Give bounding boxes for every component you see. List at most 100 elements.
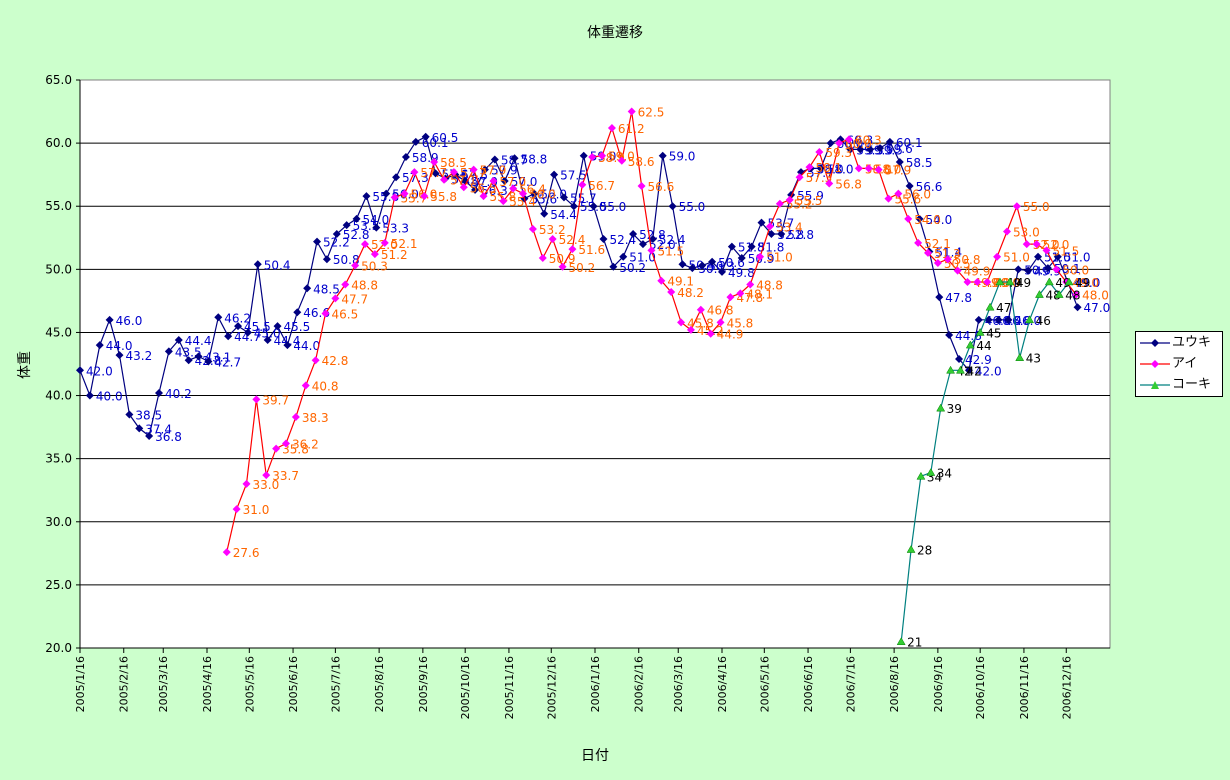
data-point (846, 145, 855, 154)
data-label: 57.1 (450, 174, 477, 188)
data-point (579, 151, 588, 160)
data-label: 61.2 (618, 122, 645, 136)
data-label: 27.6 (233, 546, 260, 560)
data-point (1053, 252, 1062, 261)
data-label: 46 (1036, 314, 1051, 328)
data-point (1004, 315, 1013, 324)
data-point (825, 179, 834, 188)
data-point (105, 315, 114, 324)
data-label: 46.5 (332, 308, 359, 322)
data-label: 52.4 (659, 233, 686, 247)
data-label: 42.9 (965, 353, 992, 367)
data-point (509, 184, 518, 193)
data-point (1005, 277, 1015, 286)
data-point (717, 267, 726, 276)
data-point (667, 288, 676, 297)
data-point (569, 202, 578, 211)
x-tick-label: 2006/3/16 (672, 656, 685, 712)
data-point (410, 168, 419, 177)
data-point (915, 214, 924, 223)
data-point (936, 403, 946, 412)
data-point (696, 305, 705, 314)
data-point (550, 170, 559, 179)
data-point (884, 194, 893, 203)
data-point (994, 315, 1003, 324)
data-point (965, 340, 975, 349)
data-label: 45.5 (244, 320, 271, 334)
data-point (984, 315, 993, 324)
data-point (1044, 277, 1054, 286)
data-label: 47 (996, 301, 1011, 315)
legend-item-yuuki: ユウキ (1136, 333, 1222, 353)
data-point (519, 189, 528, 198)
data-label: 35.8 (282, 443, 309, 457)
data-label: 59.6 (886, 142, 913, 156)
data-point (627, 107, 636, 116)
data-point (313, 237, 322, 246)
data-label: 51.0 (1064, 251, 1091, 265)
data-point (490, 155, 499, 164)
data-point (145, 431, 154, 440)
data-point (946, 365, 955, 374)
data-label: 40.0 (96, 390, 123, 404)
data-label: 52.0 (649, 238, 676, 252)
data-label: 55.8 (490, 190, 517, 204)
y-tick-label: 35.0 (45, 452, 72, 466)
data-label: 51.4 (935, 246, 962, 260)
data-point (598, 151, 607, 160)
data-point (904, 214, 913, 223)
data-label: 37.4 (145, 422, 172, 436)
y-tick-label: 65.0 (45, 73, 72, 87)
x-tick-label: 2005/1/16 (74, 656, 87, 712)
data-point (530, 189, 539, 198)
data-point (708, 257, 717, 266)
y-tick-label: 20.0 (45, 641, 72, 655)
data-label: 39 (947, 402, 962, 416)
data-point (657, 276, 666, 285)
data-label: 39.7 (262, 393, 289, 407)
data-point (895, 158, 904, 167)
data-point (262, 471, 271, 480)
data-point (956, 365, 965, 374)
x-tick-label: 2006/9/16 (932, 656, 945, 712)
plot-area (79, 79, 1111, 649)
data-point (440, 175, 449, 184)
data-point (747, 242, 756, 251)
data-point (668, 202, 677, 211)
data-label: 62.5 (638, 106, 665, 120)
data-label: 42 (966, 364, 981, 378)
data-label: 56.6 (916, 180, 943, 194)
data-point (489, 176, 498, 185)
data-point (214, 313, 223, 322)
data-point (1034, 252, 1043, 261)
data-label: 54.0 (914, 213, 941, 227)
data-label: 36.2 (292, 438, 319, 452)
data-point (282, 439, 290, 448)
data-point (864, 164, 873, 173)
x-axis-ticks: 2005/1/16 2005/2/16 2005/3/16 2005/4/16 2005… (74, 647, 1110, 719)
data-label: 50.2 (619, 261, 646, 275)
data-label: 49 (1055, 276, 1070, 290)
data-point (390, 193, 399, 202)
data-label: 56.6 (648, 180, 675, 194)
data-label: 59.5 (876, 143, 903, 157)
data-label: 28 (917, 544, 932, 558)
x-tick-label: 2006/5/16 (758, 656, 771, 712)
data-point (382, 189, 391, 198)
data-label: 56.0 (904, 188, 931, 202)
legend-item-kouki: コーキ (1136, 375, 1222, 395)
data-point (331, 294, 340, 303)
data-point (538, 253, 547, 262)
data-label: 43 (1026, 352, 1041, 366)
x-tick-label: 2006/7/16 (844, 656, 857, 712)
data-label: 40.2 (165, 387, 192, 401)
data-point (469, 165, 478, 174)
data-point (1042, 246, 1051, 255)
data-point (993, 252, 1002, 261)
data-point (756, 252, 765, 261)
data-point (757, 218, 766, 227)
x-tick-label: 2005/12/16 (545, 656, 558, 719)
chart-legend: ユウキ アイ コーキ (1135, 331, 1223, 397)
data-label: 54.4 (550, 208, 577, 222)
data-point (392, 173, 401, 182)
